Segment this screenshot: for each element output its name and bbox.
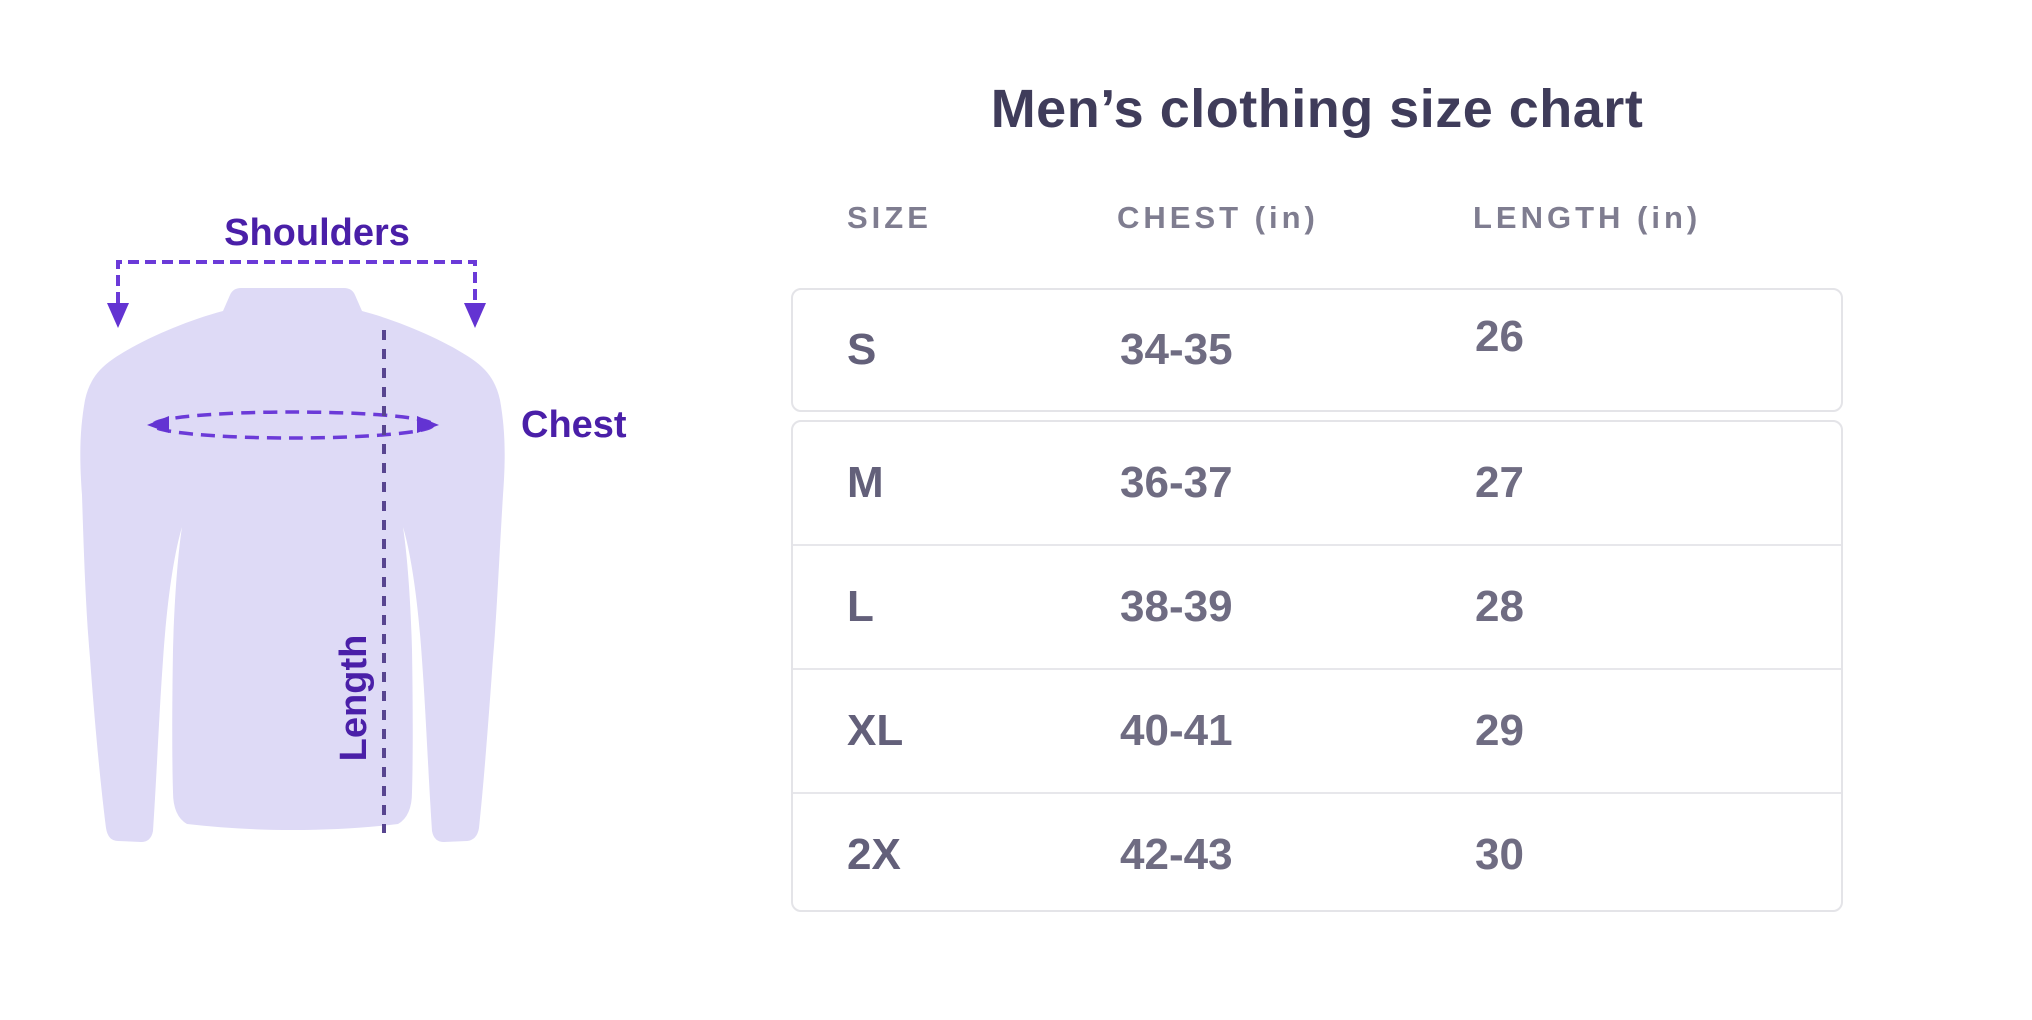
size-row-card-s: S 34-35 26 (791, 288, 1843, 412)
cell-chest: 40-41 (1120, 706, 1233, 755)
cell-chest: 36-37 (1120, 458, 1233, 507)
shoulders-arrow-left-icon (107, 303, 129, 328)
shirt-silhouette (80, 288, 505, 842)
shirt-illustration (80, 260, 505, 842)
cell-length: 29 (1475, 706, 1524, 755)
cell-chest: 38-39 (1120, 582, 1233, 631)
chest-label: Chest (521, 404, 627, 446)
shirt-measurement-diagram: Shoulders Chest Length (0, 0, 700, 1020)
shoulders-label: Shoulders (224, 212, 410, 254)
cell-size: M (847, 458, 884, 507)
cell-length: 28 (1475, 582, 1524, 631)
table-row: XL 40-41 29 (793, 668, 1841, 792)
cell-chest: 42-43 (1120, 830, 1233, 879)
cell-size: XL (847, 706, 904, 755)
length-label: Length (333, 634, 375, 762)
shoulders-measure-line (116, 260, 477, 303)
page-title: Men’s clothing size chart (990, 79, 1644, 139)
cell-chest: 34-35 (1120, 325, 1233, 374)
table-row: L 38-39 28 (793, 544, 1841, 668)
table-row: M 36-37 27 (793, 422, 1841, 544)
size-rows-card: M 36-37 27 L 38-39 28 XL 40-41 29 2X 42-… (791, 420, 1843, 912)
chest-arrow-left-icon (147, 416, 169, 433)
table-row: S 34-35 26 (793, 290, 1841, 410)
cell-length: 30 (1475, 830, 1524, 879)
column-header-size: SIZE (847, 200, 932, 235)
column-header-length: LENGTH (in) (1473, 200, 1702, 235)
cell-size: 2X (847, 830, 901, 879)
cell-length: 26 (1475, 312, 1524, 361)
cell-size: S (847, 325, 877, 374)
shoulders-arrow-right-icon (464, 303, 486, 328)
cell-length: 27 (1475, 458, 1524, 507)
cell-size: L (847, 582, 874, 631)
column-header-chest: CHEST (in) (1117, 200, 1319, 235)
chest-arrow-right-icon (417, 416, 439, 433)
table-row: 2X 42-43 30 (793, 792, 1841, 916)
